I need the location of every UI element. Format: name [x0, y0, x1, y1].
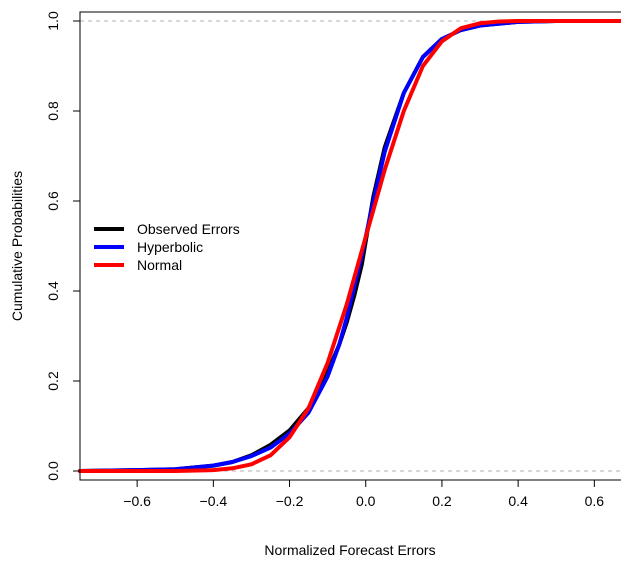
y-tick-label: 0.4 — [45, 281, 61, 301]
x-axis: −0.6 −0.4 −0.2 0.0 0.2 0.4 0.6 — [123, 480, 604, 509]
legend-label-normal: Normal — [137, 257, 182, 273]
series-line-normal — [78, 19, 621, 473]
series-lines — [78, 19, 621, 473]
x-tick-label: 0.4 — [508, 493, 528, 509]
x-tick-label: −0.4 — [200, 493, 228, 509]
y-axis: 0.0 0.2 0.4 0.6 0.8 1.0 — [45, 11, 80, 481]
y-tick-label: 0.6 — [45, 191, 61, 211]
y-tick-label: 0.8 — [45, 101, 61, 121]
x-tick-label: 0.2 — [432, 493, 452, 509]
legend-label-hyperbolic: Hyperbolic — [137, 239, 203, 255]
x-tick-label: −0.2 — [276, 493, 304, 509]
x-axis-label: Normalized Forecast Errors — [264, 542, 435, 558]
x-tick-label: 0.0 — [356, 493, 376, 509]
legend: Observed Errors Hyperbolic Normal — [94, 221, 240, 273]
plot-frame — [79, 11, 621, 481]
y-tick-label: 0.2 — [45, 371, 61, 391]
legend-label-observed-errors: Observed Errors — [137, 221, 240, 237]
y-tick-label: 0.0 — [45, 461, 61, 481]
y-tick-label: 1.0 — [45, 11, 61, 31]
x-tick-label: 0.6 — [585, 493, 605, 509]
y-axis-label: Cumulative Probabilities — [9, 171, 25, 321]
x-tick-label: −0.6 — [123, 493, 151, 509]
